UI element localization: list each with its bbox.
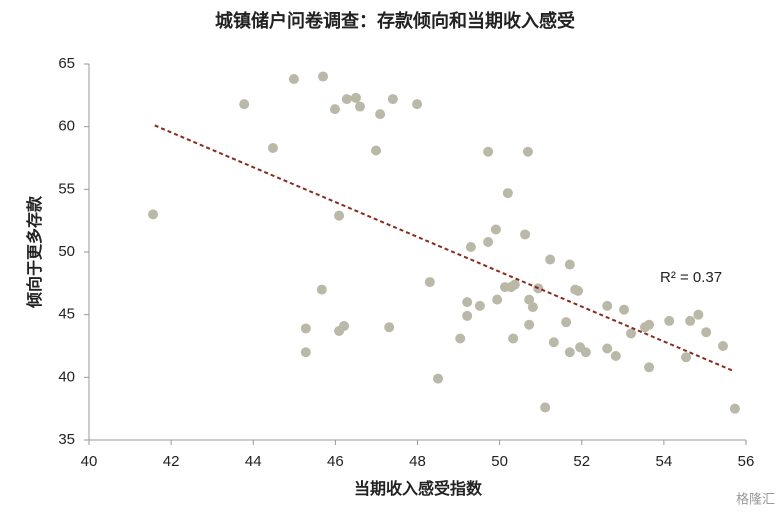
point xyxy=(564,259,575,270)
point xyxy=(316,284,327,295)
y-tick-label: 65 xyxy=(58,55,75,72)
point xyxy=(350,92,361,103)
point xyxy=(300,323,311,334)
point xyxy=(718,341,729,351)
point xyxy=(524,294,535,305)
trendline xyxy=(154,124,735,372)
point xyxy=(375,109,386,120)
point xyxy=(619,304,630,315)
point xyxy=(527,302,538,313)
x-axis-title: 当期收入感受指数 xyxy=(354,479,483,498)
x-tick-label: 46 xyxy=(327,453,344,470)
point xyxy=(483,236,494,247)
point xyxy=(540,402,551,413)
point xyxy=(462,310,473,321)
point xyxy=(701,327,712,338)
y-tick-label: 60 xyxy=(58,118,75,135)
chart-title: 城镇储户问卷调查：存款倾向和当期收入感受 xyxy=(215,10,575,31)
point xyxy=(664,315,675,326)
point xyxy=(424,277,435,288)
point xyxy=(520,229,531,240)
point xyxy=(729,403,740,414)
point xyxy=(462,297,473,308)
y-tick-label: 50 xyxy=(58,243,75,260)
point xyxy=(433,373,444,384)
watermark: 格隆汇 xyxy=(736,491,775,506)
annotation: R² = 0.37 xyxy=(660,269,722,286)
point xyxy=(492,294,503,305)
x-tick-label: 52 xyxy=(573,453,590,470)
x-tick-label: 54 xyxy=(656,453,673,470)
point xyxy=(548,337,559,348)
point xyxy=(355,101,366,112)
point xyxy=(318,71,329,82)
point xyxy=(371,145,382,156)
point xyxy=(300,347,311,358)
point xyxy=(561,317,572,328)
point xyxy=(626,328,637,339)
point xyxy=(564,347,575,358)
point xyxy=(239,99,250,110)
x-tick-label: 44 xyxy=(245,453,262,470)
point xyxy=(341,94,352,105)
point xyxy=(508,333,519,344)
point xyxy=(148,209,159,220)
y-tick-label: 40 xyxy=(58,368,75,385)
point xyxy=(338,320,349,331)
point xyxy=(502,188,513,199)
point xyxy=(384,322,395,333)
point xyxy=(602,300,613,311)
point xyxy=(483,146,494,157)
x-tick-label: 42 xyxy=(163,453,180,470)
point xyxy=(580,347,591,358)
point xyxy=(681,352,692,363)
y-axis-title: 倾向于更多存款 xyxy=(25,195,44,309)
point xyxy=(509,279,520,290)
point xyxy=(524,319,535,330)
point xyxy=(573,285,584,296)
x-tick-label: 40 xyxy=(81,453,98,470)
point xyxy=(644,319,655,330)
x-tick-label: 50 xyxy=(491,453,508,470)
x-tick-label: 56 xyxy=(738,453,755,470)
point xyxy=(267,142,278,153)
point xyxy=(474,300,485,311)
point xyxy=(455,333,466,344)
point xyxy=(644,362,655,373)
point xyxy=(288,74,299,85)
point xyxy=(334,210,345,221)
point xyxy=(329,104,340,115)
point xyxy=(465,241,476,252)
x-tick-label: 48 xyxy=(409,453,426,470)
point xyxy=(412,99,423,110)
point xyxy=(610,351,621,362)
y-tick-label: 45 xyxy=(58,306,75,323)
point xyxy=(522,146,533,157)
point xyxy=(685,315,696,326)
point xyxy=(693,309,704,320)
point xyxy=(602,343,613,354)
y-tick-label: 35 xyxy=(58,431,75,448)
point xyxy=(387,94,398,105)
y-tick-label: 55 xyxy=(58,180,75,197)
point xyxy=(545,254,556,265)
point xyxy=(490,224,501,235)
